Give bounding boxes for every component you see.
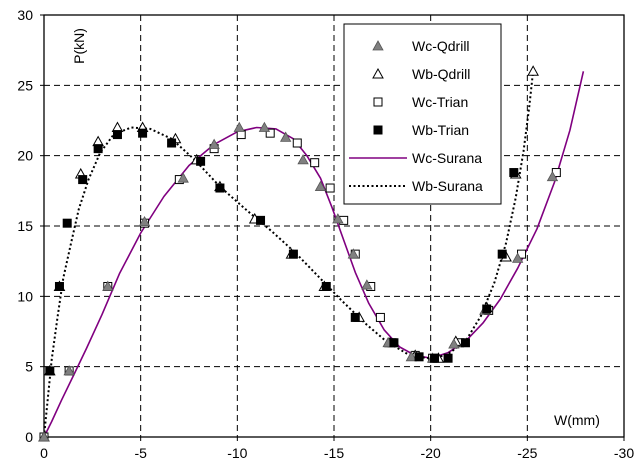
wb-trian-point xyxy=(321,281,331,291)
legend: Wc-Qdrill Wb-Qdrill Wc-Trian Wb-Trian Wc-Sur… xyxy=(343,23,502,205)
wb-trian-point xyxy=(112,130,122,140)
wc-qdrill-point xyxy=(38,431,50,442)
x-tick-label: -20 xyxy=(421,445,441,461)
wb-trian-point xyxy=(167,138,177,148)
wb-trian-point xyxy=(215,183,225,193)
wc-qdrill-point xyxy=(138,215,151,227)
y-tick-label: 20 xyxy=(17,148,33,164)
wb-trian-point xyxy=(350,312,360,322)
wb-trian-point xyxy=(62,218,72,228)
plot-frame xyxy=(43,14,625,438)
wb-trian-point xyxy=(54,281,64,291)
x-tick-label: 0 xyxy=(40,445,48,461)
wb-trian-point xyxy=(443,353,453,363)
wc-trian-point xyxy=(375,312,385,322)
y-tick-label: 30 xyxy=(17,7,33,23)
wc-qdrill-point xyxy=(546,170,559,182)
wc-qdrill-point xyxy=(448,338,460,349)
wc-qdrill-point xyxy=(511,252,524,263)
wb-trian-point xyxy=(138,128,148,138)
y-tick-label: 10 xyxy=(17,288,33,304)
wb-trian-point xyxy=(430,353,440,363)
wc-qdrill-point xyxy=(279,131,292,142)
wb-trian-point xyxy=(414,352,424,362)
legend-wb-trian-label: Wb-Trian xyxy=(412,122,469,138)
wc-qdrill-point xyxy=(233,121,245,132)
wc-qdrill-point xyxy=(347,248,360,259)
series-wb-trian xyxy=(45,128,519,376)
legend-wb-trian-marker xyxy=(373,125,383,135)
wb-trian-point xyxy=(256,215,266,225)
legend-wc-trian-marker xyxy=(373,97,383,107)
legend-wb-qdrill-marker xyxy=(372,67,384,79)
wc-trian-point xyxy=(292,138,302,148)
grid xyxy=(44,15,624,437)
legend-wb-qdrill-label: Wb-Qdrill xyxy=(412,66,470,82)
legend-wc-trian-label: Wc-Trian xyxy=(412,94,468,110)
wc-trian-point xyxy=(325,183,335,193)
legend-box xyxy=(343,23,502,205)
wc-trian-point xyxy=(265,128,275,138)
wc-qdrill-point xyxy=(314,180,327,192)
x-tick-label: -30 xyxy=(614,445,634,461)
axes xyxy=(40,14,625,441)
x-tick-label: -25 xyxy=(517,445,537,461)
wc-qdrill-point xyxy=(297,154,309,165)
y-tick-label: 25 xyxy=(17,77,33,93)
legend-wb-surana-label: Wb-Surana xyxy=(412,178,483,194)
wc-qdrill-point xyxy=(405,350,418,362)
x-tick-label: -15 xyxy=(324,445,344,461)
wb-trian-point xyxy=(460,338,470,348)
wb-trian-point xyxy=(497,249,507,259)
wc-qdrill-point xyxy=(102,280,114,291)
x-tick-label: -10 xyxy=(227,445,247,461)
wb-trian-point xyxy=(93,144,103,154)
wc-qdrill-point xyxy=(177,172,189,183)
wc-qdrill-point xyxy=(332,213,344,224)
tick-labels: 0 -5 -10 -15 -20 -25 -30 0 5 10 15 20 25 30 xyxy=(17,7,634,461)
wc-qdrill-point xyxy=(361,279,373,290)
legend-wc-qdrill-label: Wc-Qdrill xyxy=(412,38,470,54)
x-axis-label: W(mm) xyxy=(554,412,600,428)
wb-trian-point xyxy=(196,156,206,166)
y-tick-label: 0 xyxy=(25,429,33,445)
wc-qdrill-point xyxy=(208,138,220,149)
wb-trian-point xyxy=(389,338,399,348)
wb-surana-line xyxy=(43,71,535,438)
wb-trian-point xyxy=(288,249,298,259)
series-wb-surana xyxy=(43,71,535,438)
y-tick-label: 15 xyxy=(17,218,33,234)
wc-qdrill-point xyxy=(63,365,75,376)
y-axis-label: P(kN) xyxy=(71,28,87,64)
wb-trian-point xyxy=(482,304,492,314)
wc-qdrill-point xyxy=(258,121,271,132)
wb-trian-point xyxy=(509,168,519,178)
wb-trian-point xyxy=(45,366,55,376)
wc-trian-point xyxy=(310,158,320,168)
legend-wc-surana-label: Wc-Surana xyxy=(412,150,482,166)
wb-trian-point xyxy=(78,175,88,185)
legend-wc-qdrill-marker xyxy=(372,40,384,51)
y-tick-label: 5 xyxy=(25,359,33,375)
wb-qdrill-point xyxy=(527,65,539,76)
x-tick-label: -5 xyxy=(134,445,147,461)
series xyxy=(38,65,585,442)
